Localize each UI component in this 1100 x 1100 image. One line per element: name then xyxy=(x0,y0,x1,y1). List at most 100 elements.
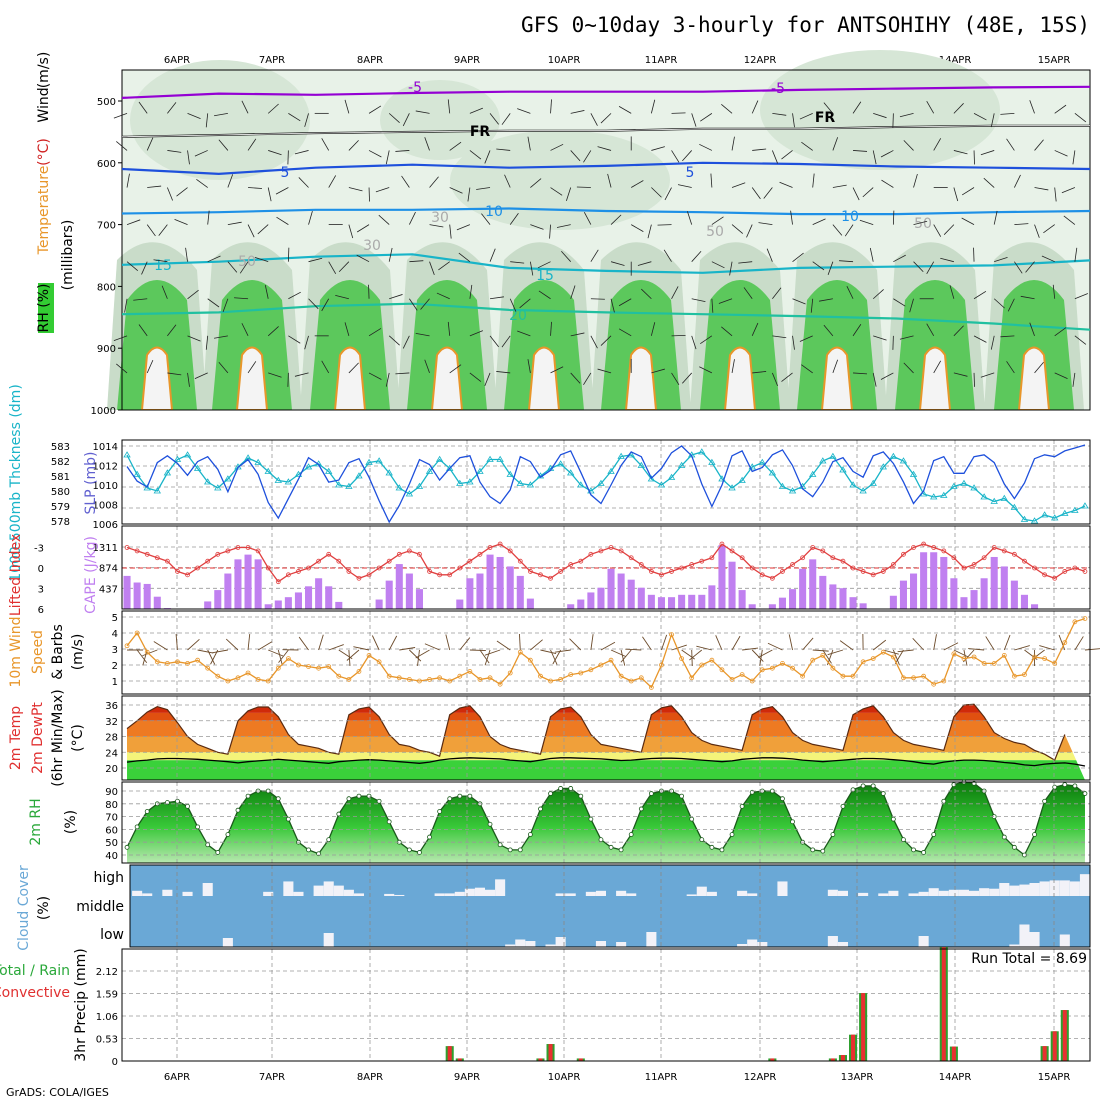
wind-barb xyxy=(691,298,706,303)
lifted-index-point xyxy=(346,569,352,574)
cape-bar xyxy=(748,604,756,609)
wind-barb xyxy=(647,224,652,239)
wind-barb xyxy=(1029,322,1035,336)
cloud-bar-high xyxy=(263,891,274,896)
wind-barb-10m xyxy=(953,649,969,658)
wind-barb xyxy=(1006,138,1015,151)
wind-barb xyxy=(758,222,773,225)
thickness-point xyxy=(728,484,736,491)
day-label-bottom: 9APR xyxy=(454,1072,480,1083)
wind-barb xyxy=(153,259,168,263)
wind-barb xyxy=(961,217,975,225)
wind-barb xyxy=(222,298,229,313)
cape-bar xyxy=(254,559,262,609)
cape-bar xyxy=(819,575,827,609)
wind-barb xyxy=(671,150,680,163)
wind-barb xyxy=(214,112,228,117)
lifted-index-point xyxy=(386,558,392,564)
cloud-bar-high xyxy=(878,893,889,896)
wind-barb xyxy=(248,187,263,189)
cloud-bar-high xyxy=(858,892,869,896)
thickness-point xyxy=(909,470,918,477)
wind-barb xyxy=(167,150,182,153)
wind-barb xyxy=(731,224,744,234)
wind-speed-point xyxy=(860,659,866,665)
wind-barb xyxy=(1014,223,1029,225)
lifted-index-point xyxy=(588,551,594,557)
cloud-bar-high xyxy=(343,889,354,896)
wind-speed-point xyxy=(507,670,513,676)
lifted-index-point xyxy=(800,555,806,561)
cloud-bar-high xyxy=(958,889,969,896)
wind-barb-10m xyxy=(1014,645,1030,651)
wind-barb xyxy=(651,368,665,374)
contour-label: 5 xyxy=(686,165,695,181)
cloud-bar-high xyxy=(313,885,324,896)
wind-barb xyxy=(926,261,935,275)
wind-barb-10m xyxy=(257,641,273,651)
ylabel-temp-1: 2m Temp xyxy=(8,706,24,770)
lifted-index-point xyxy=(769,575,775,581)
wind-barb-10m xyxy=(318,634,324,651)
ylabel-li: Lifted Index xyxy=(8,534,24,616)
wind-barb xyxy=(395,372,410,375)
wind-barb xyxy=(1034,187,1049,191)
wind-barb xyxy=(1034,139,1044,151)
ytick-thickness: 579 xyxy=(51,502,70,513)
wind-speed-point xyxy=(1062,640,1068,645)
lifted-index-point xyxy=(205,558,211,564)
wind-barb xyxy=(247,138,257,151)
wind-barb xyxy=(496,371,511,374)
precip-conv-bar xyxy=(851,1034,856,1061)
thickness-point xyxy=(879,463,887,470)
wind-barb xyxy=(509,213,519,225)
wind-barb xyxy=(1054,187,1057,202)
wind-barb xyxy=(275,187,289,195)
lifted-index-point xyxy=(154,555,160,561)
wind-speed-point xyxy=(669,632,674,637)
ytick-temp: 32 xyxy=(105,717,118,728)
wind-barb xyxy=(267,187,272,202)
wind-barb xyxy=(509,298,517,312)
cloud-bar-low xyxy=(595,941,606,947)
wind-barb xyxy=(344,99,350,114)
cape-bar xyxy=(647,594,655,609)
panel-bg xyxy=(122,949,1090,1061)
lifted-index-point xyxy=(538,572,543,578)
precip-conv-bar xyxy=(840,1055,845,1061)
cloud-bar-low xyxy=(545,944,556,947)
lifted-index-point xyxy=(235,545,241,550)
wind-barb xyxy=(618,106,632,114)
cloud-bar-low xyxy=(525,941,536,947)
wind-speed-point xyxy=(991,661,997,666)
cape-bar xyxy=(133,582,141,609)
wind-barb xyxy=(1054,150,1068,157)
wind-barb xyxy=(489,335,499,348)
wind-barb xyxy=(1054,372,1068,379)
wind-barb-10m xyxy=(1024,649,1038,660)
rh-point xyxy=(245,793,251,799)
wind-barb xyxy=(610,298,615,313)
panel-frame xyxy=(121,610,1091,695)
wind-barb-10m xyxy=(642,636,652,651)
wind-barb-10m xyxy=(469,649,486,652)
cloud-bar-high xyxy=(1059,880,1070,896)
wind-speed-point xyxy=(487,675,493,681)
thickness-point xyxy=(1020,515,1029,522)
wind-barb xyxy=(743,287,753,299)
cloud-bar-high xyxy=(454,891,465,896)
wind-barb xyxy=(772,287,782,300)
rh-point xyxy=(1032,832,1037,837)
thickness-point xyxy=(809,470,817,477)
wind-speed-point xyxy=(739,672,745,677)
rh-point xyxy=(578,793,584,799)
day-label-top: 9APR xyxy=(454,55,480,66)
cloud-bar-high xyxy=(1009,885,1020,896)
thickness-point xyxy=(516,479,524,486)
day-label-top: 14APR xyxy=(939,55,972,66)
rh-point xyxy=(538,806,543,812)
lifted-index-point xyxy=(810,545,816,550)
cloud-cover-panel: high middle low Cloud Cover (%) xyxy=(16,864,1091,951)
ytick-thickness: 580 xyxy=(51,487,70,498)
